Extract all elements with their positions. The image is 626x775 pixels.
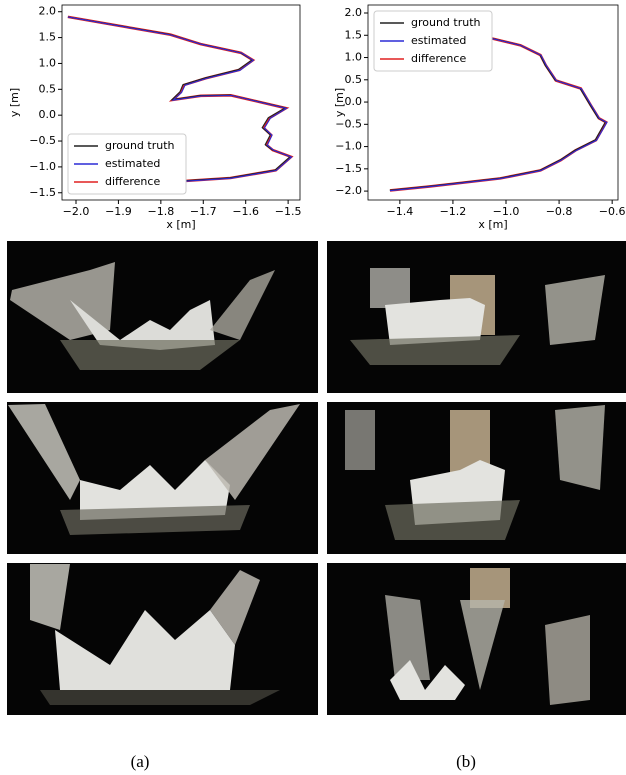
x-tick-label: −1.2 bbox=[440, 205, 467, 218]
x-tick-label: −1.4 bbox=[386, 205, 413, 218]
reconstruction-image bbox=[7, 563, 318, 715]
legend-label: ground truth bbox=[105, 139, 175, 152]
figure: (a) (b) −2.0 −1.9 −1.8 −1.7 −1.6 −1.5 −1.5 −1.0… bbox=[0, 0, 626, 775]
x-tick-label: −1.6 bbox=[232, 205, 259, 218]
y-tick-label: −1.5 bbox=[335, 162, 362, 175]
y-tick-label: 1.0 bbox=[39, 56, 57, 69]
x-tick-label: −0.6 bbox=[599, 205, 626, 218]
reconstruction-image bbox=[327, 402, 626, 554]
reconstruction-images bbox=[7, 241, 626, 715]
y-tick-label: 0.0 bbox=[345, 95, 363, 108]
x-tick-label: −2.0 bbox=[63, 205, 90, 218]
reconstruction-image bbox=[327, 563, 626, 715]
reconstruction-image bbox=[327, 241, 626, 393]
y-tick-label: 0.5 bbox=[39, 82, 57, 95]
x-tick-label: −1.7 bbox=[190, 205, 217, 218]
y-tick-label: 2.0 bbox=[345, 6, 363, 19]
legend-label: difference bbox=[105, 175, 160, 188]
x-tick-label: −1.9 bbox=[105, 205, 132, 218]
x-tick-label: −1.0 bbox=[493, 205, 520, 218]
y-tick-label: −1.0 bbox=[335, 140, 362, 153]
legend-label: estimated bbox=[411, 34, 466, 47]
y-tick-label: −0.5 bbox=[335, 117, 362, 130]
x-axis-label: x [m] bbox=[478, 218, 507, 231]
y-tick-label: 0.5 bbox=[345, 73, 363, 86]
x-tick-label: −1.8 bbox=[147, 205, 174, 218]
x-axis-label: x [m] bbox=[166, 218, 195, 231]
legend-label: difference bbox=[411, 52, 466, 65]
caption: (a) bbox=[131, 752, 150, 771]
y-tick-label: −2.0 bbox=[335, 184, 362, 197]
y-tick-label: −1.5 bbox=[29, 186, 56, 199]
y-axis-label: y [m] bbox=[8, 88, 21, 117]
y-tick-label: 1.5 bbox=[39, 31, 57, 44]
caption: (b) bbox=[456, 752, 476, 771]
y-axis-label: y [m] bbox=[333, 88, 346, 117]
y-tick-label: 2.0 bbox=[39, 5, 57, 18]
reconstruction-image bbox=[7, 402, 318, 554]
y-tick-label: 0.0 bbox=[39, 108, 57, 121]
legend-label: estimated bbox=[105, 157, 160, 170]
legend-label: ground truth bbox=[411, 16, 481, 29]
y-tick-label: −0.5 bbox=[29, 134, 56, 147]
y-tick-label: 1.5 bbox=[345, 28, 363, 41]
y-tick-label: 1.0 bbox=[345, 51, 363, 64]
x-tick-label: −1.5 bbox=[275, 205, 302, 218]
reconstruction-image bbox=[7, 241, 318, 393]
y-tick-label: −1.0 bbox=[29, 160, 56, 173]
x-tick-label: −0.8 bbox=[546, 205, 573, 218]
